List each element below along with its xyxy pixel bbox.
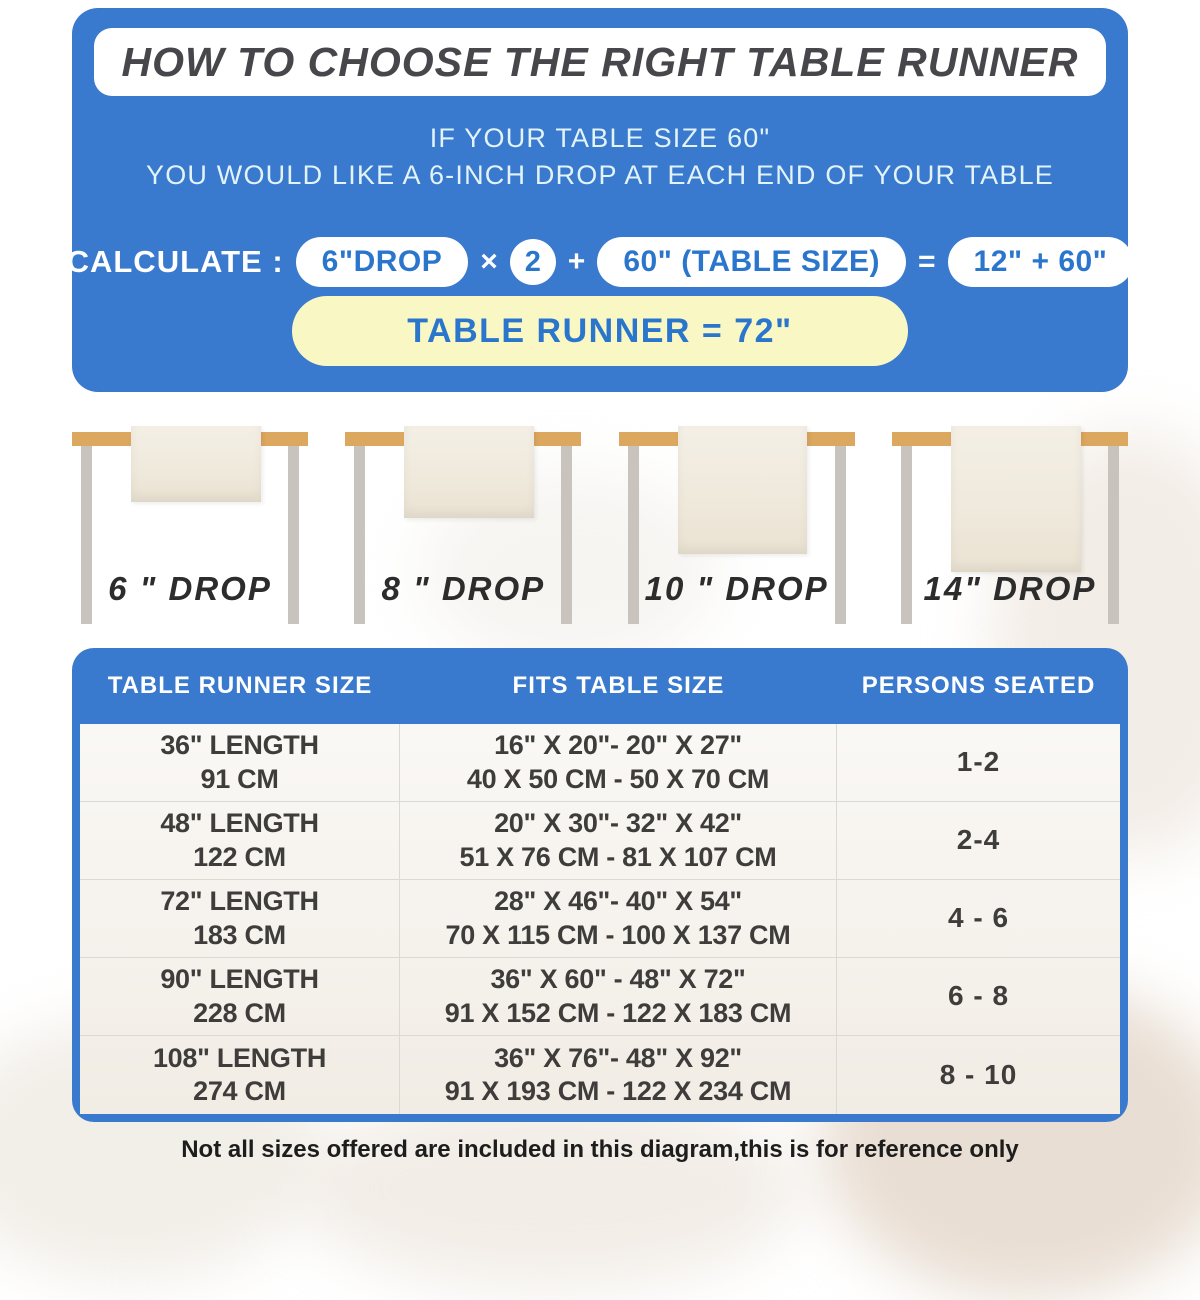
table-leg-left — [354, 446, 366, 624]
runner-result-banner: TABLE RUNNER = 72" — [292, 296, 908, 366]
runner-length-cm: 274 CM — [193, 1076, 286, 1106]
table-row: 72" LENGTH 183 CM 28" X 46"- 40" X 54" 7… — [80, 880, 1120, 958]
calculate-label: CALCULATE : — [66, 244, 284, 279]
page-title: HOW TO CHOOSE THE RIGHT TABLE RUNNER — [121, 38, 1079, 85]
runner-length-in: 90" LENGTH — [160, 964, 319, 995]
plus-operator: + — [567, 245, 586, 278]
equals-operator: = — [918, 245, 936, 278]
multiplier-badge: 2 — [509, 239, 556, 285]
table-leg-left — [627, 446, 639, 624]
runner-drape — [404, 426, 535, 518]
runner-length-cm: 122 CM — [193, 841, 286, 872]
fits-table-cell: 16" X 20"- 20" X 27" 40 X 50 CM - 50 X 7… — [400, 724, 837, 801]
persons-seated-cell: 2-4 — [956, 824, 1001, 856]
runner-result-text: TABLE RUNNER = 72" — [407, 311, 793, 350]
sum-pill: 12" + 60" — [947, 237, 1134, 287]
runner-length-in: 108" LENGTH — [152, 1042, 327, 1073]
table-row: 36" LENGTH 91 CM 16" X 20"- 20" X 27" 40… — [80, 724, 1120, 802]
persons-seated-cell: 1-2 — [956, 746, 1001, 778]
table-row: 48" LENGTH 122 CM 20" X 30"- 32" X 42" 5… — [80, 802, 1120, 880]
table-row: 90" LENGTH 228 CM 36" X 60" - 48" X 72" … — [80, 958, 1120, 1036]
table-leg-left — [900, 446, 912, 624]
column-header-runner-size: TABLE RUNNER SIZE — [107, 672, 373, 699]
title-card: HOW TO CHOOSE THE RIGHT TABLE RUNNER — [94, 28, 1106, 96]
footer-note: Not all sizes offered are included in th… — [181, 1136, 1019, 1163]
table-leg-left — [81, 446, 92, 624]
multiply-operator: × — [480, 245, 498, 278]
fits-size-in: 36" X 76"- 48" X 92" — [494, 1042, 742, 1073]
column-header-persons: PERSONS SEATED — [861, 672, 1096, 699]
runner-size-cell: 108" LENGTH 274 CM — [80, 1036, 400, 1114]
table-size-pill: 60" (TABLE SIZE) — [597, 237, 906, 287]
runner-drape — [131, 426, 261, 502]
fits-size-cm: 91 X 152 CM - 122 X 183 CM — [444, 997, 792, 1028]
runner-drape — [677, 426, 808, 554]
size-chart-card: TABLE RUNNER SIZE FITS TABLE SIZE PERSON… — [72, 648, 1128, 1122]
fits-table-cell: 36" X 76"- 48" X 92" 91 X 193 CM - 122 X… — [400, 1036, 837, 1114]
drop-label: 8 " DROP — [381, 570, 546, 607]
table-figure-6-drop: 6 " DROP — [72, 420, 308, 642]
fits-table-cell: 36" X 60" - 48" X 72" 91 X 152 CM - 122 … — [400, 958, 837, 1035]
drop-label: 6 " DROP — [108, 570, 272, 607]
table-leg-right — [834, 446, 846, 624]
persons-seated-cell: 6 - 8 — [947, 980, 1010, 1012]
fits-size-cm: 91 X 193 CM - 122 X 234 CM — [444, 1076, 792, 1106]
calculation-row: CALCULATE : 6"DROP × 2 + 60" (TABLE SIZE… — [67, 234, 1134, 290]
fits-size-cm: 70 X 115 CM - 100 X 137 CM — [445, 919, 791, 950]
size-chart-body: 36" LENGTH 91 CM 16" X 20"- 20" X 27" 40… — [80, 724, 1120, 1114]
fits-table-cell: 20" X 30"- 32" X 42" 51 X 76 CM - 81 X 1… — [400, 802, 837, 879]
runner-size-cell: 48" LENGTH 122 CM — [80, 802, 400, 879]
drop-size-pill: 6"DROP — [295, 237, 469, 287]
column-header-fits-table: FITS TABLE SIZE — [512, 672, 725, 699]
fits-table-cell: 28" X 46"- 40" X 54" 70 X 115 CM - 100 X… — [400, 880, 837, 957]
table-leg-right — [1107, 446, 1119, 624]
persons-seated-cell: 8 - 10 — [939, 1058, 1018, 1090]
runner-length-in: 72" LENGTH — [160, 886, 319, 917]
fits-size-in: 16" X 20"- 20" X 27" — [494, 730, 742, 761]
drop-label: 14" DROP — [923, 570, 1097, 607]
runner-size-cell: 36" LENGTH 91 CM — [80, 724, 400, 801]
runner-size-cell: 90" LENGTH 228 CM — [80, 958, 400, 1035]
intro-line-2: YOU WOULD LIKE A 6-INCH DROP AT EACH END… — [145, 160, 1054, 190]
drop-figures: 6 " DROP 8 " DROP 10 " DROP 14" DROP — [72, 420, 1128, 642]
table-figure-8-drop: 8 " DROP — [345, 420, 582, 642]
runner-drape — [950, 426, 1081, 572]
table-leg-right — [288, 446, 299, 624]
drop-label: 10 " DROP — [644, 570, 829, 607]
runner-length-cm: 228 CM — [193, 997, 286, 1028]
fits-size-in: 20" X 30"- 32" X 42" — [494, 808, 742, 839]
fits-size-in: 36" X 60" - 48" X 72" — [490, 964, 746, 995]
table-figure-14-drop: 14" DROP — [891, 420, 1128, 642]
size-chart-header: TABLE RUNNER SIZE FITS TABLE SIZE PERSON… — [80, 648, 1120, 724]
hero-panel: HOW TO CHOOSE THE RIGHT TABLE RUNNER IF … — [67, 8, 1134, 392]
intro-line-1: IF YOUR TABLE SIZE 60" — [429, 123, 771, 153]
runner-size-cell: 72" LENGTH 183 CM — [80, 880, 400, 957]
table-figure-10-drop: 10 " DROP — [618, 420, 855, 642]
table-leg-right — [561, 446, 573, 624]
fits-size-cm: 51 X 76 CM - 81 X 107 CM — [459, 841, 777, 872]
fits-size-in: 28" X 46"- 40" X 54" — [494, 886, 742, 917]
runner-length-in: 36" LENGTH — [160, 730, 319, 761]
runner-length-in: 48" LENGTH — [160, 808, 319, 839]
fits-size-cm: 40 X 50 CM - 50 X 70 CM — [466, 763, 770, 794]
table-row: 108" LENGTH 274 CM 36" X 76"- 48" X 92" … — [80, 1036, 1120, 1114]
runner-length-cm: 183 CM — [193, 919, 286, 950]
runner-length-cm: 91 CM — [200, 763, 279, 794]
persons-seated-cell: 4 - 6 — [947, 902, 1010, 934]
